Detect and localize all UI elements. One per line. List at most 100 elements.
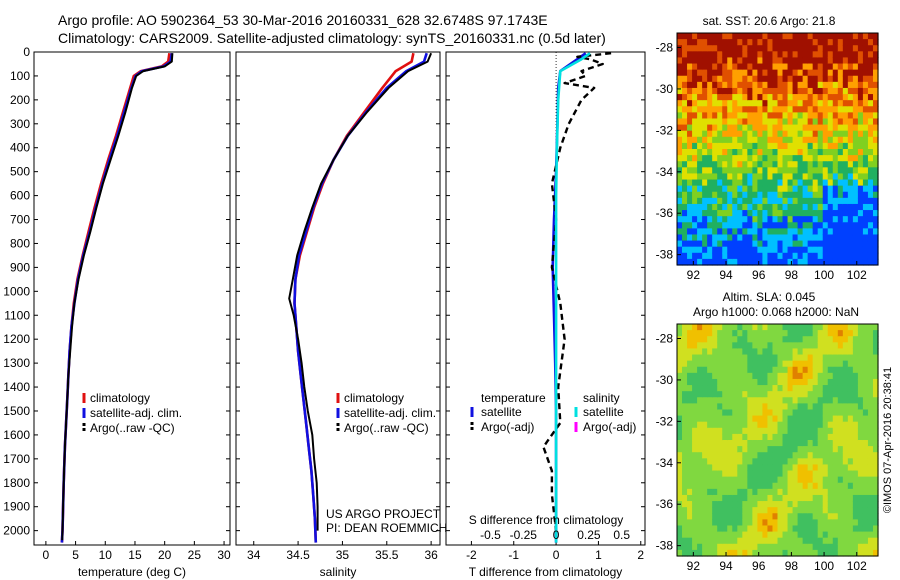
salinity-plot-frame (235, 51, 441, 546)
sla_map-image (677, 324, 879, 557)
diff-legend-temperature-entry: Argo(-adj) (481, 420, 534, 434)
sla_map-y-tick-label: -32 (656, 414, 674, 428)
salinity-x-tick-label: 35.5 (375, 548, 399, 562)
temperature-plot-frame (33, 51, 231, 546)
difference-x-tick-label: -1 (508, 548, 519, 562)
sla_map-x-tick-label: 100 (814, 559, 834, 573)
y-tick-label: 1800 (3, 476, 30, 490)
sla_map-x-tick-label: 98 (785, 559, 799, 573)
sst_map-x-tick-label: 102 (847, 268, 867, 282)
y-tick-label: 100 (10, 69, 30, 83)
salinity-series-argo-raw-qc- (288, 52, 433, 531)
sla-map-title-line1: Altim. SLA: 0.045 (723, 290, 816, 304)
figure-title-line2: Climatology: CARS2009. Satellite-adjuste… (58, 30, 606, 46)
salinity-x-tick-label: 36 (424, 548, 438, 562)
diff-x-tick-label-2: -0.25 (510, 528, 538, 542)
imos-timestamp: ©IMOS 07-Apr-2016 20:38:41 (882, 367, 894, 513)
temperature-legend-entry: satellite-adj. clim. (90, 406, 182, 420)
difference-x-tick-label: 2 (637, 548, 644, 562)
sla_map-x-tick-label: 102 (847, 559, 867, 573)
diff-legend-temperature-entry: satellite (481, 405, 522, 419)
sla_map-x-tick-label: 94 (719, 559, 733, 573)
sla_map-y-tick-label: -30 (656, 373, 674, 387)
diff-x-axis-label-2: S difference from climatology (469, 513, 624, 527)
sst_map-image (677, 33, 879, 266)
y-tick-label: 0 (23, 45, 30, 59)
sst_map-x-tick-label: 96 (752, 268, 766, 282)
diff-x-tick-label-2: 0.5 (613, 528, 630, 542)
y-tick-label: 800 (10, 236, 30, 250)
temperature-legend-entry: Argo(..raw -QC) (90, 421, 175, 435)
sla_map-y-tick-label: -28 (656, 332, 674, 346)
y-tick-label: 2000 (3, 524, 30, 538)
salinity-x-tick-label: 35 (336, 548, 350, 562)
temperature-series-argo-raw-qc- (61, 53, 174, 541)
sst_map-y-tick-label: -34 (656, 165, 674, 179)
project-label: US ARGO PROJECT (326, 507, 441, 521)
figure-title-line1: Argo profile: AO 5902364_53 30-Mar-2016 … (58, 12, 548, 28)
salinity-legend-entry: climatology (344, 391, 404, 405)
temperature-x-axis-label: temperature (deg C) (78, 565, 186, 579)
diff-x-tick-label-2: 0 (553, 528, 560, 542)
sst_map-y-tick-label: -30 (656, 82, 674, 96)
y-tick-label: 1700 (3, 452, 30, 466)
sst_map-y-tick-label: -38 (656, 248, 674, 262)
y-tick-label: 500 (10, 165, 30, 179)
y-tick-label: 1000 (3, 284, 30, 298)
sst_map-y-tick-label: -28 (656, 41, 674, 55)
difference-series-t-argo-adj- (542, 52, 612, 531)
salinity-legend-entry: satellite-adj. clim. (344, 406, 436, 420)
difference-series-s-satellite (554, 52, 591, 543)
sst_map-y-tick-label: -36 (656, 206, 674, 220)
temperature-x-tick-label: 0 (43, 548, 50, 562)
temperature-x-tick-label: 25 (188, 548, 202, 562)
y-tick-label: 600 (10, 189, 30, 203)
salinity-x-tick-label: 34.5 (286, 548, 310, 562)
sst_map-frame (676, 32, 879, 266)
y-tick-label: 1200 (3, 332, 30, 346)
sla_map-y-tick-label: -38 (656, 539, 674, 553)
difference-x-tick-label: 0 (553, 548, 560, 562)
y-tick-label: 200 (10, 93, 30, 107)
sla_map-y-tick-label: -36 (656, 497, 674, 511)
sla_map-y-tick-label: -34 (656, 456, 674, 470)
y-tick-label: 1400 (3, 380, 30, 394)
difference-x-tick-label: 1 (595, 548, 602, 562)
y-tick-label: 1500 (3, 404, 30, 418)
sst_map-x-tick-label: 98 (785, 268, 799, 282)
temperature-x-tick-label: 10 (99, 548, 113, 562)
difference-x-tick-label: -2 (466, 548, 477, 562)
sla_map-frame (676, 323, 879, 557)
difference-x-axis-label: T difference from climatology (469, 565, 623, 579)
sla-map-title-line2: Argo h1000: 0.068 h2000: NaN (693, 305, 859, 319)
temperature-x-tick-label: 30 (217, 548, 231, 562)
difference-plot-frame (445, 51, 646, 546)
diff-x-tick-label-2: 0.25 (577, 528, 601, 542)
sst_map-y-tick-label: -32 (656, 123, 674, 137)
sst_map-x-tick-label: 92 (687, 268, 701, 282)
pi-label: PI: DEAN ROEMMICH (326, 521, 448, 535)
sst-map-title: sat. SST: 20.6 Argo: 21.8 (703, 14, 836, 28)
sla_map-x-tick-label: 92 (687, 559, 701, 573)
salinity-x-tick-label: 34 (247, 548, 261, 562)
diff-legend-salinity-title: salinity (583, 391, 620, 405)
salinity-legend-entry: Argo(..raw -QC) (344, 421, 429, 435)
y-tick-label: 1100 (4, 308, 30, 322)
temperature-legend-entry: climatology (90, 391, 150, 405)
sst_map-x-tick-label: 94 (719, 268, 733, 282)
diff-legend-salinity-entry: satellite (583, 405, 624, 419)
diff-x-tick-label-2: -0.5 (480, 528, 501, 542)
y-tick-label: 700 (10, 213, 30, 227)
temperature-x-tick-label: 15 (128, 548, 142, 562)
y-tick-label: 900 (10, 260, 30, 274)
diff-legend-salinity-entry: Argo(-adj) (583, 420, 636, 434)
salinity-x-axis-label: salinity (320, 565, 357, 579)
diff-legend-temperature-title: temperature (481, 391, 546, 405)
temperature-x-tick-label: 5 (72, 548, 79, 562)
y-tick-label: 1300 (3, 356, 30, 370)
sla_map-x-tick-label: 96 (752, 559, 766, 573)
y-tick-label: 400 (10, 141, 30, 155)
sst_map-x-tick-label: 100 (814, 268, 834, 282)
y-tick-label: 1900 (3, 500, 30, 514)
